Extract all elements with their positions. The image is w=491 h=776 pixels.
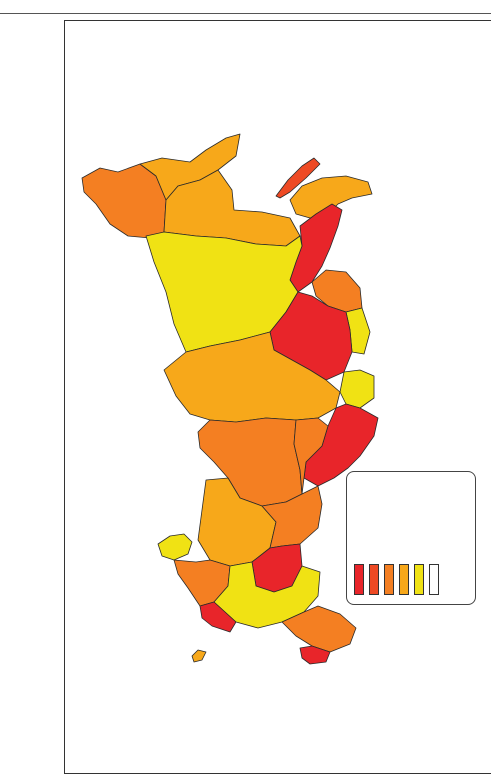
region-mid-south-district[interactable] [261, 485, 323, 549]
region-east-coast-north[interactable] [339, 369, 375, 409]
region-southeast-peninsula[interactable] [281, 605, 357, 653]
map-frame [64, 20, 491, 774]
region-southwest-tip[interactable] [199, 601, 237, 633]
region-northwest-coast[interactable] [81, 163, 167, 239]
region-mid-east-district[interactable] [293, 417, 329, 495]
legend-swatch-class-1 [354, 564, 364, 595]
legend-swatch-class-2 [369, 564, 379, 595]
region-northeast-cape[interactable] [289, 175, 373, 219]
region-north-spit[interactable] [275, 157, 321, 199]
legend-swatch-class-3 [384, 564, 394, 595]
legend-swatch-class-4 [399, 564, 409, 595]
region-south-islet[interactable] [191, 649, 207, 663]
region-south-mixed-district[interactable] [213, 561, 321, 629]
legend-swatches [354, 564, 439, 595]
top-rule [0, 13, 491, 14]
legend-swatch-class-6 [429, 564, 439, 595]
region-west-island[interactable] [157, 533, 193, 561]
region-southeast-tip[interactable] [299, 645, 331, 665]
region-great-plain[interactable] [145, 231, 303, 353]
map-legend [346, 471, 476, 605]
legend-swatch-class-5 [414, 564, 424, 595]
